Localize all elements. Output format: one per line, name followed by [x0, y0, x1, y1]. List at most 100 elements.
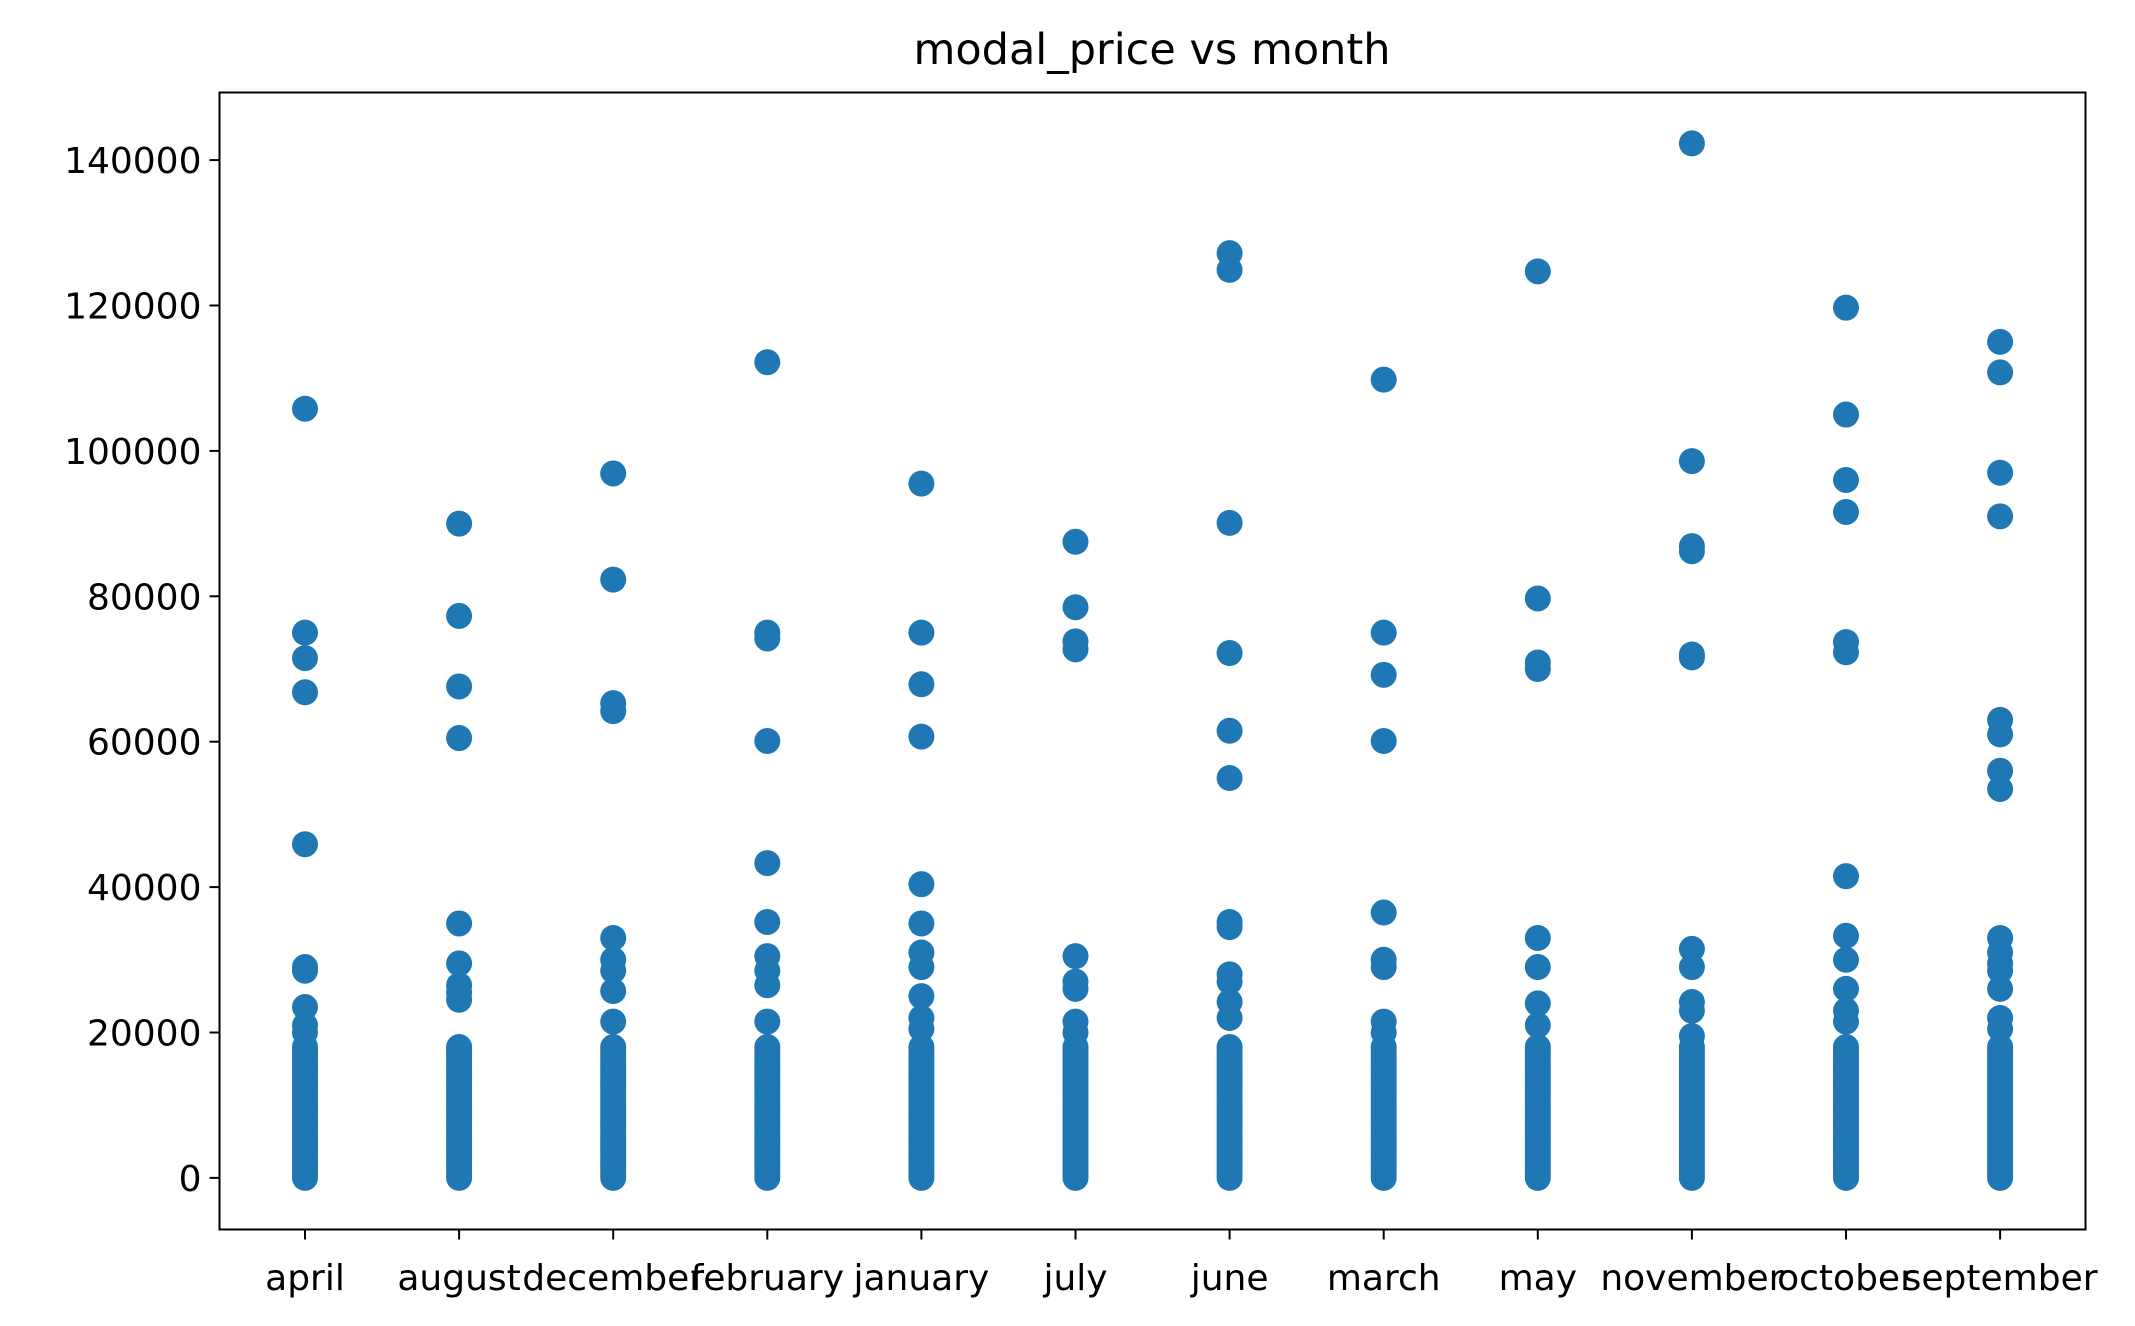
x-tick-label: april	[265, 1258, 345, 1299]
data-points	[292, 130, 2014, 1191]
data-point	[1216, 1004, 1243, 1031]
y-tick-label: 20000	[87, 1013, 202, 1054]
data-point	[908, 871, 935, 898]
data-point	[1216, 914, 1243, 941]
data-point	[754, 850, 781, 877]
x-tick-label: july	[1042, 1258, 1107, 1299]
y-tick-label: 0	[179, 1159, 202, 1200]
data-point	[1370, 366, 1397, 393]
y-tick-label: 140000	[64, 141, 201, 182]
data-point	[1987, 503, 2014, 530]
data-point	[292, 994, 318, 1021]
x-tick-label: september	[1903, 1258, 2098, 1299]
data-point	[1833, 946, 1859, 973]
data-point	[600, 924, 627, 951]
data-point	[1370, 954, 1397, 981]
data-point	[754, 625, 781, 652]
data-point	[292, 395, 318, 422]
data-point	[446, 1035, 473, 1062]
data-point	[1524, 585, 1551, 612]
x-tick-label: january	[852, 1258, 989, 1299]
data-point	[754, 349, 781, 376]
data-point	[754, 1034, 781, 1061]
data-point	[446, 950, 473, 977]
data-point	[1062, 528, 1089, 555]
data-point	[1216, 256, 1243, 283]
data-point	[1216, 717, 1243, 744]
x-tick-label: october	[1777, 1258, 1915, 1299]
x-tick-label: june	[1190, 1258, 1269, 1299]
x-tick-label: march	[1327, 1258, 1441, 1299]
data-point	[1062, 636, 1089, 663]
data-point	[600, 698, 627, 725]
data-point	[1833, 401, 1859, 428]
data-point	[1524, 954, 1551, 981]
data-point	[1524, 990, 1551, 1017]
y-tick-label: 100000	[64, 432, 201, 473]
data-point	[1833, 975, 1859, 1002]
data-point	[1833, 1008, 1859, 1035]
data-point	[1987, 775, 2014, 802]
y-tick-label: 120000	[64, 287, 201, 328]
data-point	[600, 1008, 627, 1035]
data-point	[1370, 661, 1397, 688]
data-point	[1370, 619, 1397, 646]
data-point	[446, 910, 473, 937]
data-point	[1062, 975, 1089, 1002]
data-point	[1987, 459, 2014, 486]
data-point	[908, 1015, 935, 1042]
data-point	[1987, 1034, 2014, 1061]
data-point	[1062, 943, 1089, 970]
data-point	[446, 602, 473, 629]
data-point	[1524, 258, 1551, 285]
data-point	[1678, 644, 1705, 671]
data-point	[600, 978, 627, 1005]
y-tick-label: 60000	[87, 723, 202, 764]
data-point	[908, 983, 935, 1010]
data-point	[1216, 1034, 1243, 1061]
data-point	[1833, 498, 1859, 525]
data-point	[1833, 1034, 1859, 1061]
data-point	[1833, 863, 1859, 890]
data-point	[908, 954, 935, 981]
data-point	[600, 957, 627, 984]
x-tick-label: november	[1600, 1258, 1783, 1299]
data-point	[908, 619, 935, 646]
chart-title: modal_price vs month	[913, 25, 1390, 75]
data-point	[292, 645, 318, 672]
data-point	[1216, 765, 1243, 792]
data-point	[1987, 721, 2014, 748]
data-point	[446, 510, 473, 537]
data-point	[1524, 1034, 1551, 1061]
x-tick-label: february	[691, 1258, 844, 1299]
data-point	[754, 972, 781, 999]
data-point	[1678, 448, 1705, 475]
data-point	[292, 957, 318, 984]
data-point	[292, 679, 318, 706]
data-point	[1833, 639, 1859, 666]
data-point	[600, 566, 627, 593]
data-point	[600, 460, 627, 487]
data-point	[1216, 968, 1243, 995]
data-point	[1987, 757, 2014, 784]
data-point	[1833, 466, 1859, 493]
data-point	[1987, 328, 2014, 355]
data-point	[292, 1019, 318, 1046]
y-tick-label: 40000	[87, 868, 202, 909]
data-point	[908, 723, 935, 750]
data-point	[446, 725, 473, 752]
data-point	[1678, 954, 1705, 981]
data-point	[1678, 997, 1705, 1024]
x-tick-label: december	[522, 1258, 704, 1299]
x-tick-label: may	[1499, 1258, 1577, 1299]
data-point	[1216, 640, 1243, 667]
y-axis: 0 20000 40000 60000 80000 100000 120000 140000	[64, 141, 220, 1200]
data-point	[1833, 922, 1859, 949]
data-point	[908, 671, 935, 698]
data-point	[600, 1034, 627, 1061]
data-point	[1833, 294, 1859, 321]
data-point	[446, 986, 473, 1013]
data-point	[1370, 899, 1397, 926]
